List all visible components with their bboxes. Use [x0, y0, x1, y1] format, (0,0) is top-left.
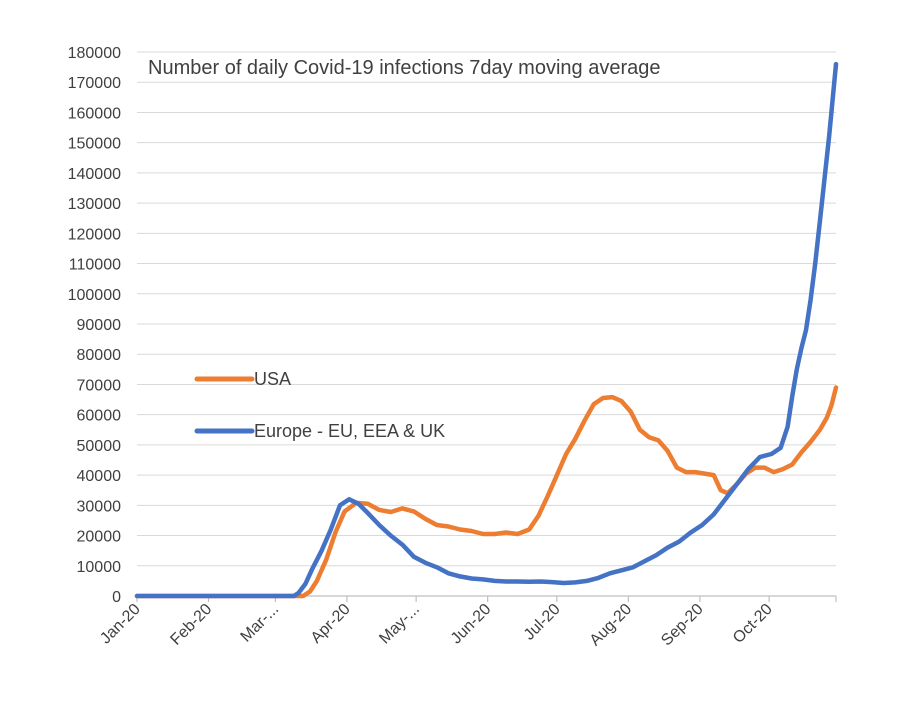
legend-label-0: USA [254, 369, 291, 389]
x-tick-labels: Jan-20 Feb-20 Mar-... Apr-20 May-... Jun-20 Ju… [97, 601, 776, 650]
y-tick-label: 10000 [77, 559, 122, 576]
x-tick-label: Sep-20 [658, 601, 707, 650]
x-tick-label: Jan-20 [97, 601, 144, 648]
y-tick-label: 80000 [77, 347, 122, 364]
legend: USA Europe - EU, EEA & UK [194, 369, 445, 441]
y-tick-label: 170000 [68, 75, 121, 92]
x-tick-label: Oct-20 [730, 601, 776, 647]
y-tick-label: 150000 [68, 136, 121, 153]
y-tick-label: 30000 [77, 498, 122, 515]
y-tick-label: 0 [112, 589, 121, 606]
x-tick-label: Apr-20 [308, 601, 354, 647]
legend-label-1: Europe - EU, EEA & UK [254, 421, 445, 441]
x-tick-label: Aug-20 [587, 601, 636, 650]
x-tick-label: Jul-20 [521, 601, 564, 644]
gridlines [137, 51, 836, 567]
y-tick-label: 50000 [77, 438, 122, 455]
y-tick-label: 70000 [77, 377, 122, 394]
y-tick-label: 20000 [77, 529, 122, 546]
y-tick-label: 110000 [69, 257, 121, 274]
y-tick-labels: 0 10000 20000 30000 40000 50000 60000 70000 8000… [68, 45, 121, 606]
series-line-0 [134, 385, 839, 599]
y-tick-label: 130000 [68, 196, 121, 213]
x-tick-label: May-... [376, 601, 423, 648]
y-tick-label: 90000 [77, 317, 122, 334]
x-tick-label: Jun-20 [448, 601, 495, 648]
series-lines [134, 61, 839, 599]
y-tick-label: 140000 [68, 166, 121, 183]
x-tick-label: Feb-20 [167, 601, 215, 649]
series-line-1 [134, 61, 839, 599]
y-tick-label: 160000 [68, 105, 121, 122]
y-tick-label: 120000 [68, 226, 121, 243]
x-tick-label: Mar-... [238, 601, 283, 646]
y-tick-label: 180000 [68, 45, 121, 62]
y-tick-label: 60000 [77, 408, 122, 425]
y-tick-label: 100000 [68, 287, 121, 304]
chart-title: Number of daily Covid-19 infections 7day… [148, 57, 661, 79]
y-tick-label: 40000 [77, 468, 122, 485]
